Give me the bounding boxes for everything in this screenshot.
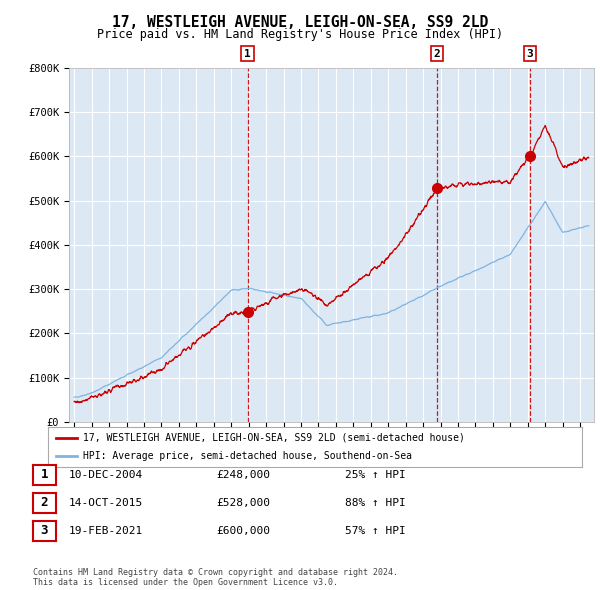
- Text: £248,000: £248,000: [216, 470, 270, 480]
- Text: 1: 1: [244, 49, 251, 58]
- Text: 10-DEC-2004: 10-DEC-2004: [69, 470, 143, 480]
- Text: 25% ↑ HPI: 25% ↑ HPI: [345, 470, 406, 480]
- Text: 2: 2: [41, 496, 48, 509]
- Text: £528,000: £528,000: [216, 498, 270, 507]
- Text: 17, WESTLEIGH AVENUE, LEIGH-ON-SEA, SS9 2LD (semi-detached house): 17, WESTLEIGH AVENUE, LEIGH-ON-SEA, SS9 …: [83, 433, 464, 443]
- Text: 57% ↑ HPI: 57% ↑ HPI: [345, 526, 406, 536]
- Text: 3: 3: [41, 525, 48, 537]
- Text: £600,000: £600,000: [216, 526, 270, 536]
- Text: 14-OCT-2015: 14-OCT-2015: [69, 498, 143, 507]
- Text: 17, WESTLEIGH AVENUE, LEIGH-ON-SEA, SS9 2LD: 17, WESTLEIGH AVENUE, LEIGH-ON-SEA, SS9 …: [112, 15, 488, 30]
- Text: 19-FEB-2021: 19-FEB-2021: [69, 526, 143, 536]
- Text: 88% ↑ HPI: 88% ↑ HPI: [345, 498, 406, 507]
- Text: Price paid vs. HM Land Registry's House Price Index (HPI): Price paid vs. HM Land Registry's House …: [97, 28, 503, 41]
- Text: 3: 3: [527, 49, 533, 58]
- Text: 1: 1: [41, 468, 48, 481]
- Text: Contains HM Land Registry data © Crown copyright and database right 2024.
This d: Contains HM Land Registry data © Crown c…: [33, 568, 398, 587]
- Text: HPI: Average price, semi-detached house, Southend-on-Sea: HPI: Average price, semi-detached house,…: [83, 451, 412, 461]
- Text: 2: 2: [433, 49, 440, 58]
